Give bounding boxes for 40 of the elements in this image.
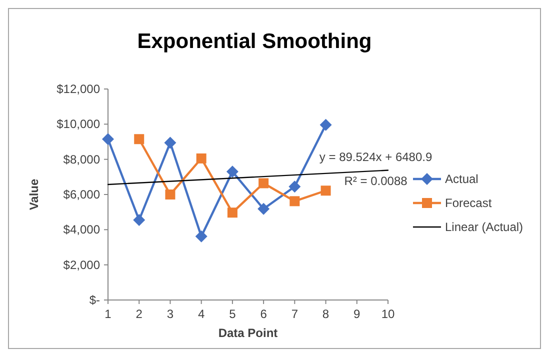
x-tick-label: 7 [291,307,298,321]
x-tick-label: 1 [104,307,112,321]
point [258,202,270,215]
x-axis-title: Data Point [218,326,278,340]
point [196,153,206,164]
legend-label: Actual [445,172,478,186]
point [165,190,176,200]
y-tick-label: $12,000 [56,82,100,96]
point [320,186,331,196]
y-tick-label: $8,000 [63,152,100,166]
point [320,118,332,131]
y-axis-title: Value [27,178,41,210]
point [195,230,208,242]
point [258,178,269,188]
point [164,136,176,149]
point [134,134,144,144]
y-tick-label: $- [89,293,100,307]
x-tick-label: 6 [260,307,268,321]
x-tick-label: 3 [166,307,174,321]
chart-title: Exponential Smoothing [137,30,372,53]
point [288,180,301,193]
point [133,214,146,226]
point [226,166,238,178]
legend-label: Linear (Actual) [445,220,524,234]
x-tick-label: 5 [229,307,236,321]
legend-label: Forecast [445,196,492,210]
point [102,133,114,146]
y-tick-label: $2,000 [63,258,100,272]
annotation: R² = 0.0088 [344,174,408,188]
x-tick-label: 8 [322,307,330,321]
point [227,208,238,218]
y-tick-label: $4,000 [63,222,100,237]
annotation: y = 89.524x + 6480.9 [319,150,432,164]
y-tick-label: $6,000 [63,188,100,202]
x-tick-label: 10 [381,307,395,321]
x-tick-label: 4 [198,307,205,321]
y-tick-label: $10,000 [56,117,100,132]
x-tick-label: 2 [136,307,143,321]
point [290,196,300,206]
x-tick-label: 9 [354,307,361,321]
